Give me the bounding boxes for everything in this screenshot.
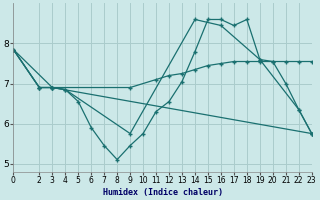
- X-axis label: Humidex (Indice chaleur): Humidex (Indice chaleur): [102, 188, 222, 197]
